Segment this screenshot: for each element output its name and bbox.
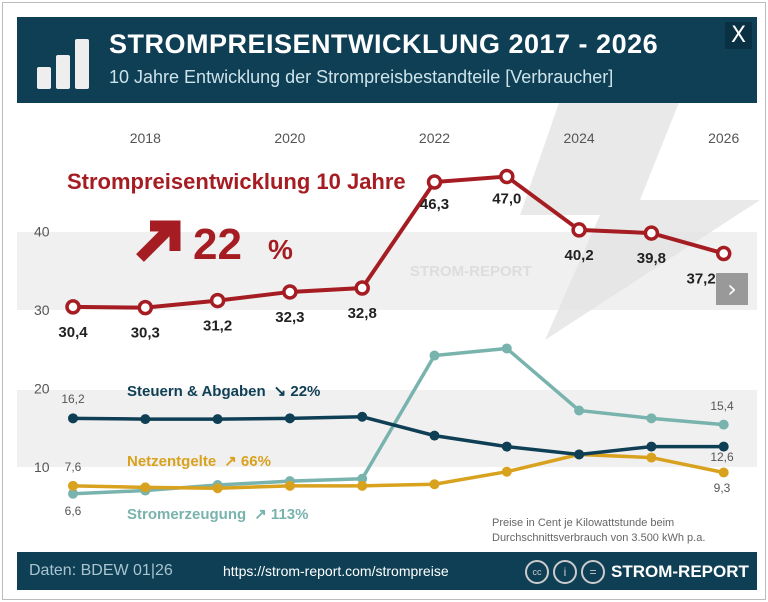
source-link[interactable]: https://strom-report.com/strompreise [223, 563, 449, 579]
generation-point [574, 405, 585, 416]
page-subtitle: 10 Jahre Entwicklung der Strompreisbesta… [109, 67, 614, 87]
taxes-point [574, 449, 585, 460]
attribution-icon: i [553, 560, 577, 584]
lightning-watermark-icon [520, 100, 760, 340]
annotation-title: Strompreisentwicklung 10 Jahre [67, 169, 406, 194]
footer: Daten: BDEW 01|26 https://strom-report.c… [17, 552, 757, 590]
next-arrow-button[interactable]: › [716, 273, 748, 305]
grid_fees-change-label: ↗ 66% [224, 453, 271, 470]
note-line-2: Durchschnittsverbrauch von 3.500 kWh p.a… [492, 532, 705, 544]
taxes-point [429, 430, 440, 441]
total-point [209, 292, 226, 309]
generation-point [718, 419, 729, 430]
total-point [354, 280, 370, 296]
total-value-label: 32,8 [348, 305, 377, 322]
total-value-label: 46,3 [420, 196, 449, 213]
x-tick-label: 2024 [564, 130, 595, 146]
first-value-label: 6,6 [65, 504, 82, 518]
bar-chart-logo-icon [37, 39, 89, 89]
total-value-label: 40,2 [564, 247, 593, 264]
first-value-label: 7,6 [65, 460, 82, 474]
total-point [499, 168, 515, 185]
total-point [65, 299, 81, 315]
taxes-point [284, 413, 295, 424]
total-line [72, 174, 725, 310]
y-tick-label: 40 [34, 224, 50, 240]
taxes-point [646, 441, 657, 452]
total-value-label: 37,2 [686, 270, 715, 287]
generation-point [501, 343, 512, 354]
total-point [426, 174, 443, 190]
cc-license-icon: cc [525, 560, 549, 584]
generation-point [646, 413, 657, 424]
taxes-point [501, 441, 512, 452]
grid_fees-point [140, 482, 151, 493]
taxes-point [718, 441, 729, 452]
total-point [137, 299, 154, 316]
grid_fees-point [646, 452, 657, 463]
y-tick-label: 30 [34, 302, 50, 318]
x-tick-label: 2020 [274, 130, 305, 146]
grid_fees-point [68, 480, 78, 491]
taxes-point [212, 414, 223, 425]
grid_fees-point [429, 479, 440, 490]
annotation-unit: % [268, 234, 293, 265]
generation-point [357, 473, 368, 484]
x-tick-label: 2022 [419, 130, 450, 146]
total-value-label: 32,3 [275, 309, 304, 326]
generation-change-label: ↗ 113% [254, 506, 308, 523]
last-value-label: 9,3 [714, 481, 731, 495]
band-10-20 [17, 390, 757, 467]
first-value-label: 16,2 [61, 392, 85, 406]
total-point [643, 225, 660, 241]
taxes-line [72, 415, 724, 457]
x-tick-label: 2026 [708, 130, 739, 146]
generation-point [429, 350, 440, 361]
note-line-1: Preise in Cent je Kilowattstunde beim [492, 517, 674, 529]
annotation-change: 22 [193, 220, 242, 269]
last-value-label: 15,4 [710, 399, 734, 413]
x-tick-label: 2018 [130, 130, 161, 146]
total-value-label: 47,0 [492, 191, 521, 208]
brand-name: STROM-REPORT [611, 562, 749, 581]
total-value-label: 30,3 [131, 325, 160, 342]
taxes-change-label: ↘ 22% [274, 383, 321, 400]
generation-legend-label: Stromerzeugung [127, 506, 246, 523]
taxes-point [68, 413, 78, 424]
no-derivatives-icon: = [581, 560, 605, 584]
watermark-text: STROM-REPORT [410, 263, 532, 280]
total-point [715, 245, 732, 262]
source-text: Daten: BDEW 01|26 [29, 562, 173, 579]
grid_fees-point [284, 480, 295, 491]
generation-point [68, 488, 78, 499]
grid_fees-legend-label: Netzentgelte [127, 453, 216, 470]
page-title: STROMPREISENTWICKLUNG 2017 - 2026 [109, 29, 659, 59]
grid_fees-point [501, 466, 512, 477]
grid_fees-point [212, 483, 223, 494]
header: STROMPREISENTWICKLUNG 2017 - 2026 10 Jah… [17, 17, 757, 103]
total-value-label: 39,8 [637, 250, 666, 267]
y-tick-label: 20 [34, 381, 50, 397]
taxes-point [140, 414, 151, 425]
grid_fees-point [718, 467, 729, 478]
taxes-legend-label: Steuern & Abgaben [127, 383, 266, 400]
y-tick-label: 10 [34, 459, 50, 475]
total-point [282, 284, 298, 300]
arrow-up-icon [136, 220, 181, 262]
total-value-label: 31,2 [203, 318, 232, 335]
grid_fees-line [72, 452, 725, 490]
total-point [571, 222, 587, 238]
grid_fees-point [357, 480, 368, 491]
total-value-label: 30,4 [58, 324, 88, 341]
last-value-label: 12,6 [710, 450, 734, 464]
taxes-point [357, 411, 368, 422]
close-button[interactable]: X [725, 22, 752, 49]
